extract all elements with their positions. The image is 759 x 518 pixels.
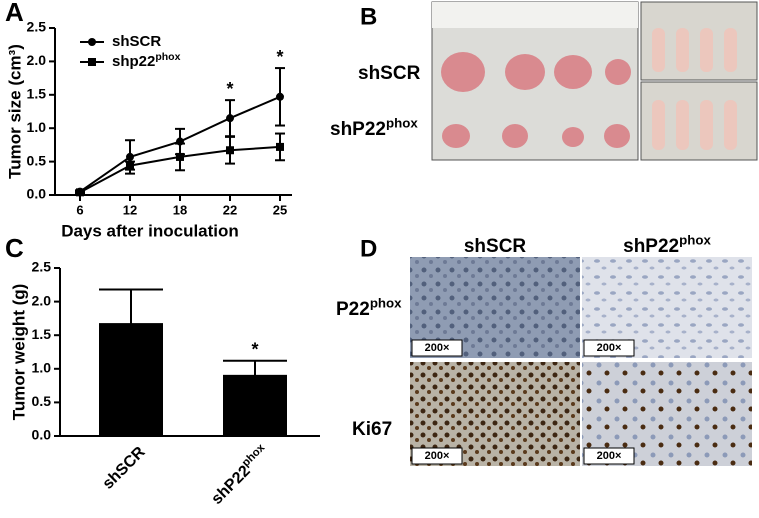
magnification: 200×: [425, 342, 450, 354]
superscript: phox: [679, 232, 711, 247]
micrographs: [410, 257, 752, 466]
legend-label: shp22phox: [112, 51, 181, 70]
y-tick-label: 0.5: [32, 393, 52, 409]
marker: [276, 142, 284, 151]
y-tick-label: 0.5: [27, 152, 47, 168]
text-part: shP22: [330, 119, 386, 140]
marker: [76, 188, 84, 197]
legend-label: shSCR: [112, 33, 161, 50]
x-tick-label: 22: [223, 202, 237, 217]
y-tick-label: 1.5: [32, 326, 52, 342]
legend-marker: [88, 58, 96, 66]
marker: [226, 114, 234, 123]
y-tick-label: 2.5: [32, 259, 52, 275]
x-tick-label: 18: [173, 202, 187, 217]
annotation: *: [251, 339, 258, 359]
magnification: 200×: [425, 450, 450, 462]
text-part: shP22: [623, 236, 679, 257]
text-part: shSCR: [100, 443, 149, 492]
y-tick-label: 0.0: [27, 186, 47, 202]
magnification: 200×: [597, 450, 622, 462]
x-axis-label: Days after inoculation: [61, 221, 239, 240]
panel-label: B: [360, 3, 377, 30]
y-tick-label: 2.0: [32, 292, 52, 308]
text-part: P22: [336, 299, 370, 320]
x-tick-label: 6: [76, 202, 83, 217]
marker: [276, 92, 284, 101]
column-label: shSCR: [464, 236, 527, 257]
tumor-photo: [431, 1, 639, 161]
x-tick-label: 12: [123, 202, 137, 217]
marker: [176, 152, 184, 161]
y-tick-label: 0.0: [32, 427, 52, 443]
marker: [126, 161, 134, 170]
y-tick-label: 1.5: [27, 86, 47, 102]
mouse-photo: [640, 1, 758, 161]
x-tick-label: shP22phox: [207, 441, 274, 508]
row-label: shSCR: [358, 63, 421, 84]
row-label: P22phox: [336, 295, 402, 320]
row-label: Ki67: [352, 419, 392, 440]
bar: [223, 374, 287, 436]
marker: [126, 152, 134, 161]
text-part: shSCR: [112, 33, 161, 50]
x-tick-label: shSCR: [100, 443, 149, 492]
y-tick-label: 1.0: [27, 119, 47, 135]
y-tick-label: 2.5: [27, 19, 47, 35]
annotation: *: [276, 47, 283, 67]
bar: [99, 323, 163, 436]
y-axis-label: Tumor weight (g): [9, 284, 28, 421]
panel-label: A: [5, 0, 24, 27]
marker: [226, 146, 234, 155]
text-part: shSCR: [464, 236, 527, 257]
text-part: Ki67: [352, 419, 392, 440]
text-part: shP22: [209, 463, 254, 508]
y-tick-label: 2.0: [27, 52, 47, 68]
column-label: shP22phox: [623, 232, 711, 257]
superscript: phox: [370, 295, 402, 310]
y-axis-label: Tumor size (cm³): [5, 44, 24, 179]
text-part: shSCR: [358, 63, 421, 84]
panel-label: C: [5, 233, 24, 263]
annotation: *: [226, 79, 233, 99]
magnification: 200×: [597, 342, 622, 354]
row-label: shP22phox: [330, 115, 418, 140]
x-tick-label: 25: [273, 202, 287, 217]
panel-label: D: [360, 235, 377, 262]
legend-marker: [88, 38, 96, 46]
y-tick-label: 1.0: [32, 360, 52, 376]
superscript: phox: [155, 51, 180, 63]
text-part: shp22: [112, 53, 155, 70]
superscript: phox: [386, 115, 418, 130]
superscript: phox: [240, 441, 268, 469]
